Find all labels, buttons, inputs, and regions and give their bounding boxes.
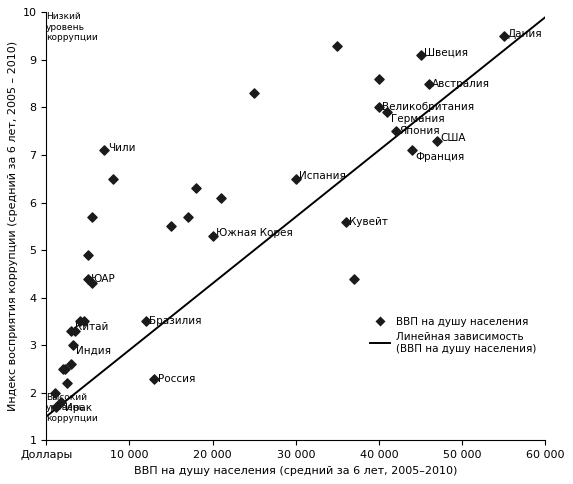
Text: ЮАР: ЮАР [91, 273, 116, 284]
Point [408, 146, 417, 154]
Text: Россия: Россия [158, 374, 195, 383]
Point [183, 213, 193, 221]
Point [58, 365, 68, 373]
Text: Кувейт: Кувейт [349, 216, 388, 227]
Point [291, 175, 300, 182]
Text: Дания: Дания [507, 29, 541, 39]
Point [50, 389, 59, 397]
Point [62, 379, 72, 387]
Point [425, 80, 434, 88]
Text: Ирак: Ирак [65, 403, 92, 413]
X-axis label: ВВП на душу населения (средний за 6 лет, 2005–2010): ВВП на душу населения (средний за 6 лет,… [134, 466, 457, 476]
Text: Япония: Япония [399, 126, 439, 136]
Point [433, 137, 442, 145]
Point [68, 341, 77, 349]
Point [166, 223, 175, 230]
Text: Высокий
уровень
коррупции: Высокий уровень коррупции [46, 393, 98, 423]
Text: Германия: Германия [391, 114, 444, 124]
Point [60, 365, 69, 373]
Text: Южная Корея: Южная Корея [216, 228, 293, 239]
Point [66, 327, 76, 335]
Point [350, 275, 359, 283]
Point [75, 318, 84, 325]
Point [499, 32, 508, 40]
Text: Испания: Испания [299, 171, 346, 182]
Text: Низкий
уровень
коррупции: Низкий уровень коррупции [46, 12, 98, 42]
Point [250, 90, 259, 97]
Point [374, 75, 383, 83]
Text: Китай: Китай [74, 322, 108, 332]
Text: Франция: Франция [415, 152, 465, 163]
Text: Бразилия: Бразилия [150, 317, 202, 327]
Point [70, 327, 80, 335]
Point [383, 108, 392, 116]
Point [79, 318, 88, 325]
Point [217, 194, 226, 202]
Point [416, 51, 425, 59]
Point [88, 213, 97, 221]
Point [66, 361, 76, 368]
Point [142, 318, 151, 325]
Text: США: США [441, 134, 466, 143]
Point [108, 175, 117, 182]
Point [391, 127, 401, 135]
Point [83, 251, 92, 259]
Point [208, 232, 217, 240]
Point [52, 403, 61, 411]
Text: Великобритания: Великобритания [382, 103, 474, 112]
Text: Индия: Индия [76, 346, 111, 356]
Point [333, 42, 342, 49]
Point [341, 218, 350, 226]
Y-axis label: Индекс восприятия коррупции (средний за 6 лет, 2005 – 2010): Индекс восприятия коррупции (средний за … [9, 41, 18, 411]
Legend: ВВП на душу населения, Линейная зависимость
(ВВП на душу населения): ВВП на душу населения, Линейная зависимо… [366, 313, 540, 358]
Point [88, 280, 97, 287]
Text: Чили: Чили [108, 143, 135, 153]
Point [57, 398, 66, 406]
Point [83, 275, 92, 283]
Point [374, 104, 383, 111]
Point [150, 375, 159, 382]
Text: Австралия: Австралия [432, 79, 490, 89]
Point [191, 184, 201, 192]
Point [100, 146, 109, 154]
Text: Швеция: Швеция [424, 48, 468, 58]
